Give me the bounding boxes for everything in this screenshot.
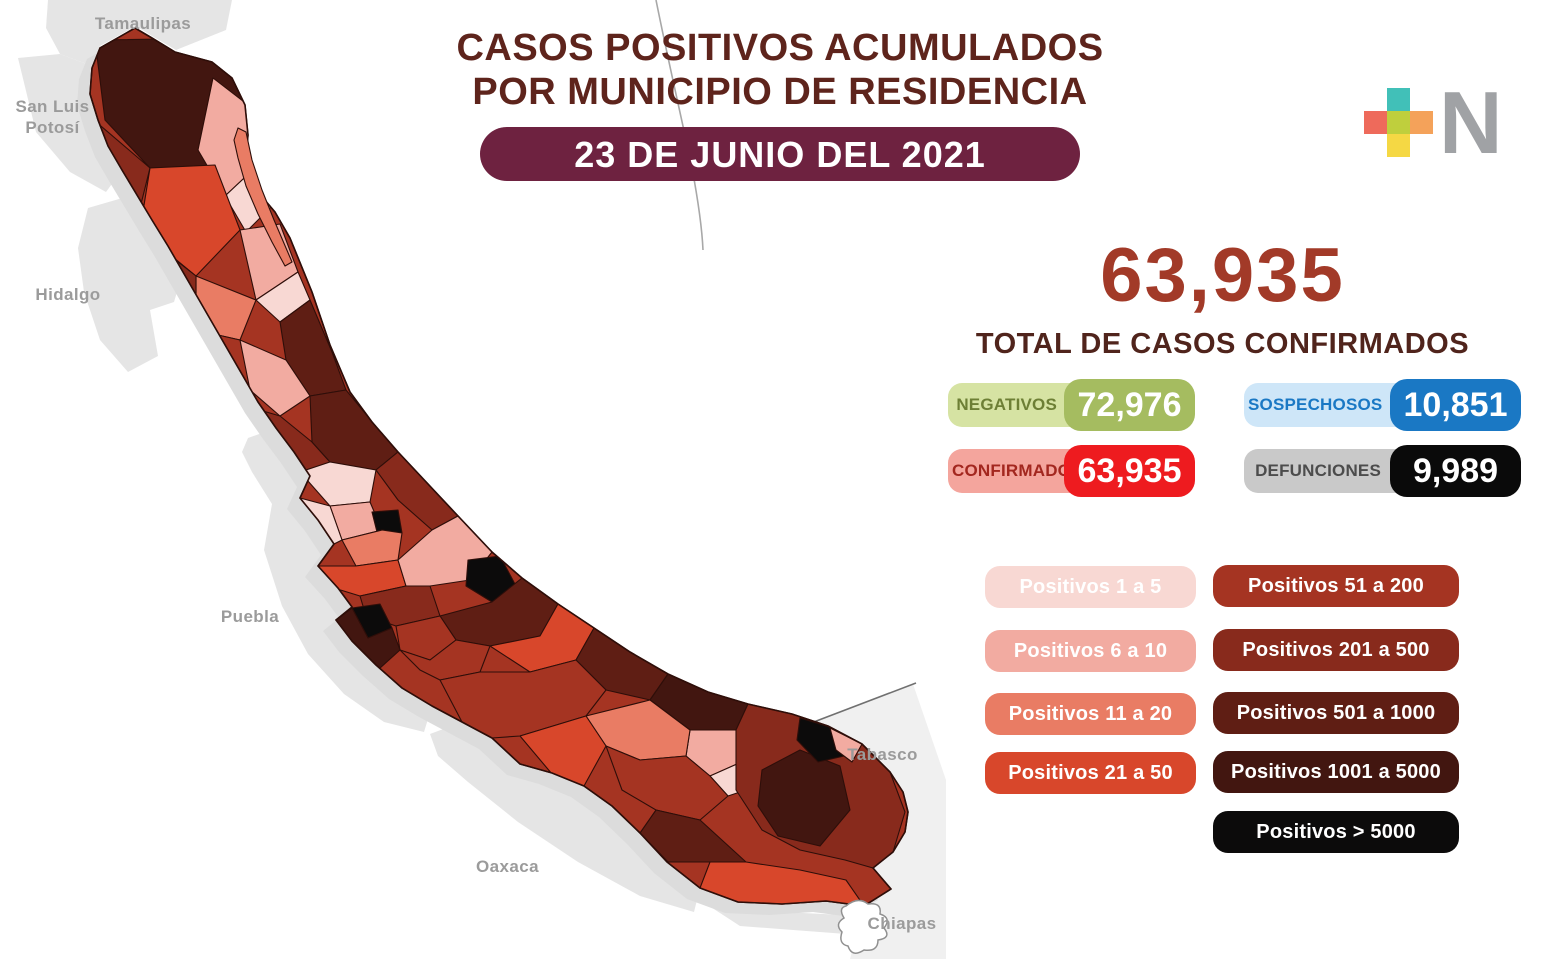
legend-pill-6-10: Positivos 6 a 10 — [985, 630, 1196, 672]
state-label-tabasco: Tabasco — [847, 745, 918, 764]
title-line-2: POR MUNICIPIO DE RESIDENCIA — [472, 71, 1088, 114]
legend-pill-11-20: Positivos 11 a 20 — [985, 693, 1196, 735]
title-line-1: CASOS POSITIVOS ACUMULADOS — [456, 27, 1104, 69]
stat-value: 9,989 — [1390, 445, 1521, 497]
state-shape-chiapas — [837, 899, 888, 954]
stat-badge-negativos: NEGATIVOS 72,976 — [948, 379, 1195, 431]
state-label-hidalgo: Hidalgo — [35, 285, 101, 304]
stat-value: 10,851 — [1390, 379, 1521, 431]
state-shape-tamaulipas — [46, 0, 232, 66]
legend-pill-gt-5000: Positivos > 5000 — [1213, 811, 1459, 853]
total-confirmed-value: 63,935 — [1100, 233, 1345, 318]
state-label-oaxaca: Oaxaca — [476, 857, 539, 876]
state-shape-tabasco — [800, 684, 946, 959]
stat-value: 63,935 — [1064, 445, 1195, 497]
stat-badge-sospechosos: SOSPECHOSOS 10,851 — [1244, 379, 1521, 431]
stat-label: CONFIRMADOS — [952, 461, 1083, 480]
legend-pill-1001-5000: Positivos 1001 a 5000 — [1213, 751, 1459, 793]
page-title: CASOS POSITIVOS ACUMULADOS POR MUNICIPIO… — [400, 26, 1160, 114]
date-badge: 23 DE JUNIO DEL 2021 — [480, 127, 1080, 181]
legend-pill-201-500: Positivos 201 a 500 — [1213, 629, 1459, 671]
state-label-chiapas: Chiapas — [867, 914, 937, 933]
stat-label: DEFUNCIONES — [1255, 461, 1381, 480]
logo-letter-n: N — [1439, 72, 1503, 172]
barrier-island — [233, 127, 293, 267]
legend-pill-51-200: Positivos 51 a 200 — [1213, 565, 1459, 607]
state-shape-oaxaca — [430, 722, 700, 912]
stat-value: 72,976 — [1064, 379, 1195, 431]
state-label-puebla: Puebla — [220, 607, 280, 626]
stat-badge-defunciones: DEFUNCIONES 9,989 — [1244, 445, 1521, 497]
legend-pill-21-50: Positivos 21 a 50 — [985, 752, 1196, 794]
legend-pill-1-5: Positivos 1 a 5 — [985, 566, 1196, 608]
brand-logo: N — [1364, 72, 1534, 172]
stat-label: SOSPECHOSOS — [1248, 395, 1383, 414]
stat-label: NEGATIVOS — [956, 395, 1057, 414]
state-label-san-luis-potosi: San Luis Potosí — [15, 97, 90, 138]
plus-icon — [1364, 87, 1433, 157]
state-label-tamaulipas: Tamaulipas — [94, 14, 192, 33]
total-confirmed-label: TOTAL DE CASOS CONFIRMADOS — [975, 328, 1470, 360]
stat-badge-confirmados: CONFIRMADOS 63,935 — [948, 445, 1195, 497]
legend-pill-501-1000: Positivos 501 a 1000 — [1213, 692, 1459, 734]
tabasco-border-line — [797, 682, 917, 729]
veracruz-choropleth-map — [18, 0, 946, 959]
